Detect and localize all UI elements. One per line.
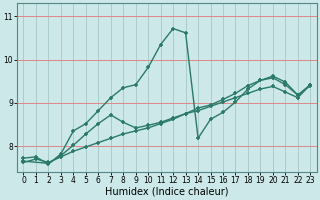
X-axis label: Humidex (Indice chaleur): Humidex (Indice chaleur) <box>105 187 229 197</box>
